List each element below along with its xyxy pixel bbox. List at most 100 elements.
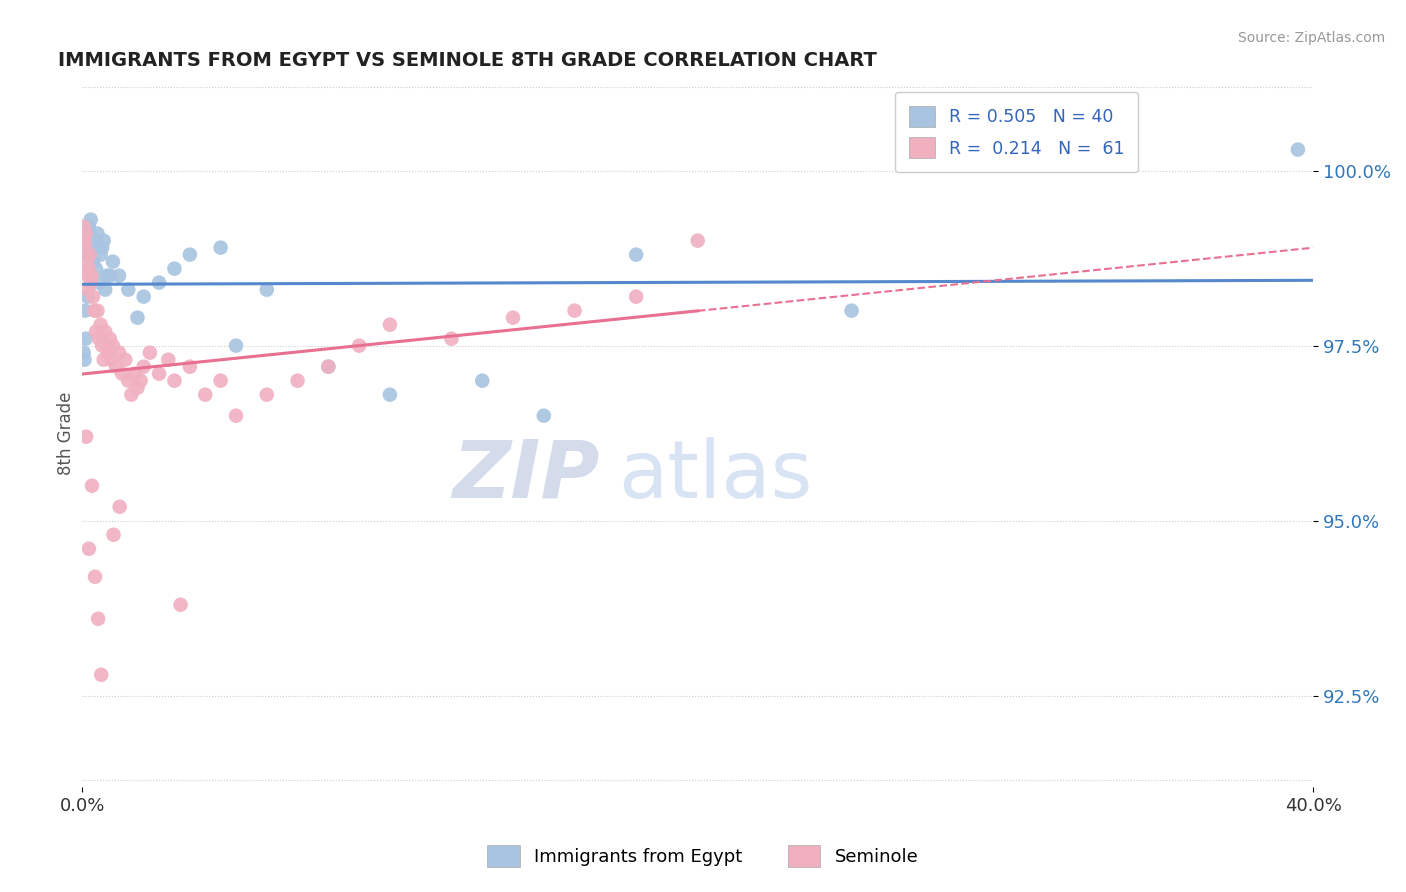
Point — [77, 541, 100, 556]
Point — [117, 374, 139, 388]
Point — [624, 247, 647, 261]
Text: atlas: atlas — [617, 437, 813, 515]
Point — [73, 352, 96, 367]
Point — [127, 310, 149, 325]
Point — [163, 374, 186, 388]
Point — [686, 234, 709, 248]
Point — [76, 254, 98, 268]
Point — [75, 303, 97, 318]
Point — [87, 612, 110, 626]
Point — [318, 359, 340, 374]
Point — [502, 310, 524, 325]
Point — [624, 290, 647, 304]
Point — [98, 332, 121, 346]
Point — [225, 339, 247, 353]
Point — [564, 303, 586, 318]
Point — [841, 303, 863, 318]
Point — [179, 359, 201, 374]
Point — [114, 352, 136, 367]
Point — [194, 387, 217, 401]
Y-axis label: 8th Grade: 8th Grade — [58, 392, 75, 475]
Point — [86, 303, 108, 318]
Point — [148, 276, 170, 290]
Point — [256, 387, 278, 401]
Point — [97, 345, 120, 359]
Point — [209, 241, 232, 255]
Point — [94, 283, 117, 297]
Text: ZIP: ZIP — [451, 437, 599, 515]
Point — [77, 219, 100, 234]
Point — [76, 268, 98, 283]
Point — [256, 283, 278, 297]
Point — [87, 332, 110, 346]
Point — [75, 332, 97, 346]
Point — [347, 339, 370, 353]
Point — [98, 268, 121, 283]
Point — [101, 339, 124, 353]
Point — [378, 318, 401, 332]
Point — [80, 241, 103, 255]
Point — [471, 374, 494, 388]
Point — [132, 359, 155, 374]
Legend: R = 0.505   N = 40, R =  0.214   N =  61: R = 0.505 N = 40, R = 0.214 N = 61 — [896, 92, 1139, 172]
Point — [82, 290, 104, 304]
Point — [86, 227, 108, 241]
Text: Source: ZipAtlas.com: Source: ZipAtlas.com — [1237, 31, 1385, 45]
Legend: Immigrants from Egypt, Seminole: Immigrants from Egypt, Seminole — [481, 838, 925, 874]
Point — [84, 325, 107, 339]
Point — [225, 409, 247, 423]
Point — [163, 261, 186, 276]
Point — [73, 345, 96, 359]
Point — [533, 409, 555, 423]
Point — [440, 332, 463, 346]
Point — [77, 283, 100, 297]
Point — [80, 276, 103, 290]
Point — [79, 227, 101, 241]
Point — [139, 345, 162, 359]
Point — [77, 234, 100, 248]
Point — [80, 479, 103, 493]
Point — [148, 367, 170, 381]
Point — [108, 500, 131, 514]
Point — [91, 241, 114, 255]
Point — [84, 261, 107, 276]
Point — [80, 212, 103, 227]
Text: IMMIGRANTS FROM EGYPT VS SEMINOLE 8TH GRADE CORRELATION CHART: IMMIGRANTS FROM EGYPT VS SEMINOLE 8TH GR… — [58, 51, 876, 70]
Point — [378, 387, 401, 401]
Point — [101, 254, 124, 268]
Point — [76, 290, 98, 304]
Point — [76, 247, 98, 261]
Point — [120, 387, 142, 401]
Point — [93, 352, 115, 367]
Point — [117, 283, 139, 297]
Point — [209, 374, 232, 388]
Point — [83, 303, 105, 318]
Point — [83, 234, 105, 248]
Point — [90, 247, 112, 261]
Point — [93, 234, 115, 248]
Point — [111, 367, 134, 381]
Point — [80, 268, 103, 283]
Point — [103, 527, 125, 541]
Point — [79, 247, 101, 261]
Point — [84, 570, 107, 584]
Point — [132, 290, 155, 304]
Point — [157, 352, 180, 367]
Point — [91, 339, 114, 353]
Point — [169, 598, 191, 612]
Point — [287, 374, 309, 388]
Point — [1286, 143, 1309, 157]
Point — [127, 381, 149, 395]
Point — [96, 339, 118, 353]
Point — [75, 227, 97, 241]
Point — [90, 667, 112, 681]
Point — [87, 276, 110, 290]
Point — [318, 359, 340, 374]
Point — [108, 345, 131, 359]
Point — [73, 219, 96, 234]
Point — [179, 247, 201, 261]
Point — [75, 241, 97, 255]
Point — [96, 268, 118, 283]
Point — [129, 374, 152, 388]
Point — [100, 352, 122, 367]
